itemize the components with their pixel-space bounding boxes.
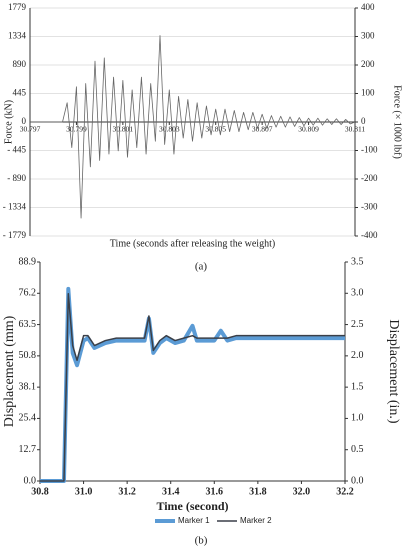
x-axis-label: Time (seconds after releasing the weight… [110, 238, 275, 249]
y2-tick-label: -100 [361, 145, 378, 155]
y-tick-label: 0.0 [24, 475, 37, 486]
y-tick-label: 890 [13, 59, 27, 69]
y2-tick-label: 1.0 [351, 413, 364, 424]
force-line [30, 35, 356, 219]
y-tick-label: 1334 [8, 31, 27, 41]
y2-tick-label: 300 [361, 31, 375, 41]
x-tick-label: 30.801 [113, 125, 134, 134]
x-tick-label: 30.797 [20, 125, 41, 134]
y-axis-label: Displacement (mm) [2, 315, 17, 427]
y2-tick-label: 200 [361, 59, 375, 69]
x-tick-label: 31.4 [162, 486, 180, 497]
x-tick-label: 30.807 [252, 125, 273, 134]
y2-tick-label: 100 [361, 88, 375, 98]
y-tick-label: - 445 [7, 145, 26, 155]
x-tick-label: 31.8 [249, 486, 267, 497]
y-tick-label: 12.7 [19, 444, 37, 455]
y2-tick-label: 3.0 [351, 288, 364, 299]
x-tick-label: 30.811 [345, 125, 366, 134]
y-tick-label: 445 [13, 88, 27, 98]
y-axis-label: Force (kN) [3, 100, 14, 144]
caption: (b) [195, 535, 208, 547]
y2-tick-label: 2.0 [351, 350, 364, 361]
caption: (a) [195, 261, 208, 273]
y2-tick-label: 0.5 [351, 444, 364, 455]
y-tick-label: 63.5 [19, 319, 37, 330]
y2-tick-label: -300 [361, 202, 378, 212]
y2-tick-label: 1.5 [351, 381, 364, 392]
y-tick-label: 76.2 [19, 288, 37, 299]
y2-tick-label: -400 [361, 230, 378, 240]
legend-label: Marker 2 [240, 516, 272, 525]
y2-tick-label: 0 [361, 116, 366, 126]
y-tick-label: - 1779 [3, 230, 27, 240]
y-tick-label: 88.9 [19, 256, 37, 267]
y2-tick-label: 400 [361, 2, 375, 12]
x-tick-label: 31.2 [118, 486, 136, 497]
y-tick-label: 0 [22, 116, 27, 126]
legend-label: Marker 1 [178, 516, 210, 525]
y-tick-label: 38.1 [19, 381, 37, 392]
series-line [40, 286, 345, 483]
x-tick-label: 31.6 [206, 486, 224, 497]
y2-axis-label: Displacement (in.) [386, 319, 401, 424]
y2-axis-label: Force (× 1000 lbf) [392, 85, 403, 159]
y-tick-label: - 890 [7, 173, 26, 183]
y2-tick-label: -200 [361, 173, 378, 183]
x-tick-label: 32.0 [293, 486, 311, 497]
y2-tick-label: 3.5 [351, 256, 364, 267]
x-tick-label: 30.805 [205, 125, 226, 134]
y-tick-label: 50.8 [19, 350, 37, 361]
x-tick-label: 30.8 [31, 486, 49, 497]
y2-tick-label: 2.5 [351, 319, 364, 330]
x-tick-label: 30.799 [66, 125, 87, 134]
y2-tick-label: 0.0 [351, 475, 364, 486]
x-tick-label: 30.809 [298, 125, 319, 134]
x-tick-label: 31.0 [75, 486, 93, 497]
x-tick-label: 30.803 [159, 125, 180, 134]
series-line [40, 293, 345, 482]
y-tick-label: - 1334 [3, 202, 27, 212]
x-tick-label: 32.2 [336, 486, 354, 497]
y-tick-label: 25.4 [19, 413, 37, 424]
x-axis-label: Time (second) [156, 499, 228, 513]
y-tick-label: 1779 [8, 2, 27, 12]
